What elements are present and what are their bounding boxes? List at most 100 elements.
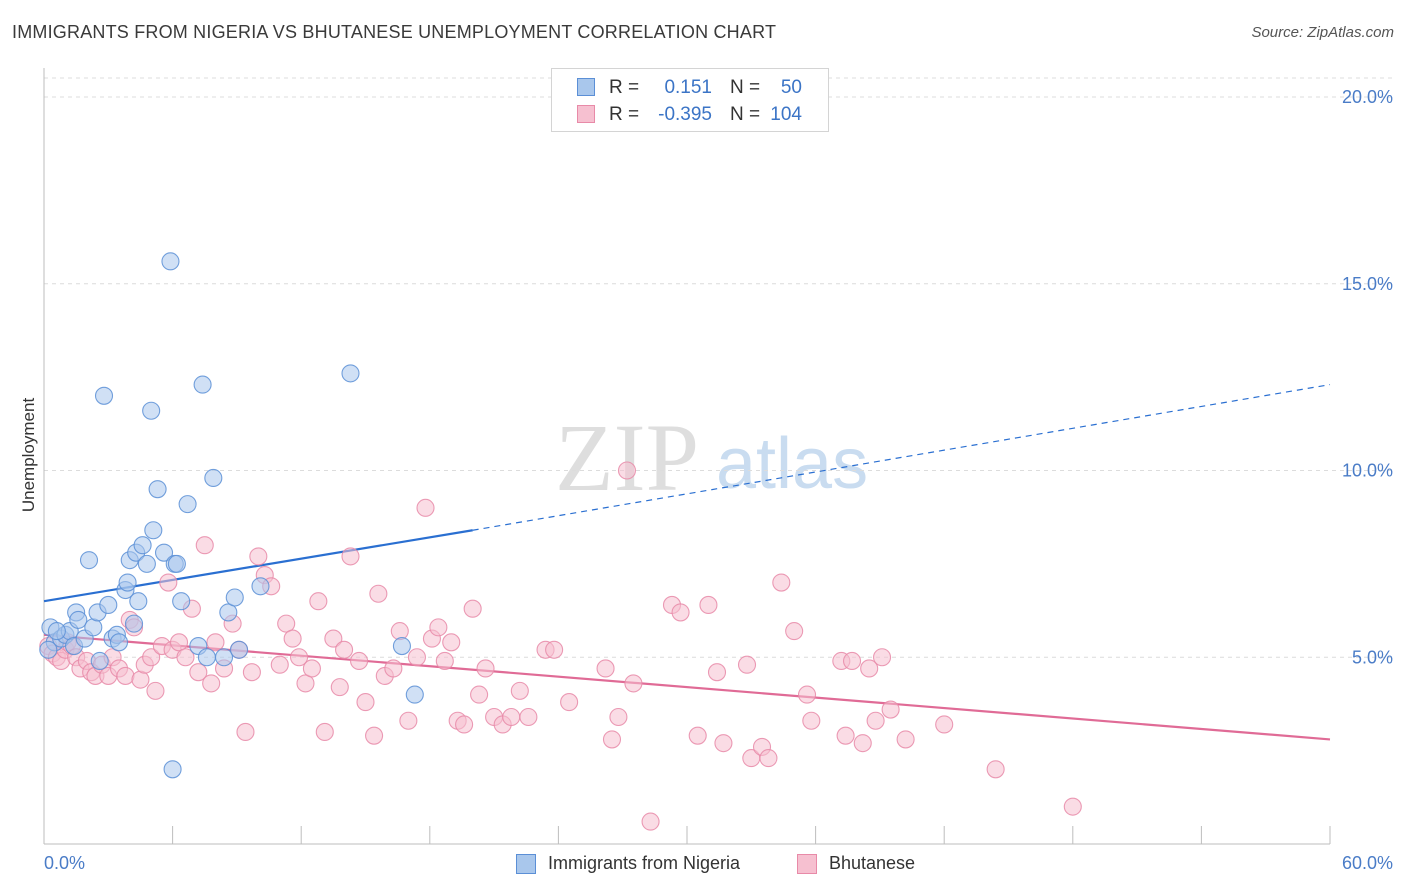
axes: [43, 68, 1331, 845]
stats-row-bhutanese: R = -0.395 N = 104: [552, 101, 828, 127]
stats-r-label: R =: [609, 77, 640, 98]
y-tick-label: 10.0%: [1342, 461, 1393, 481]
data-point: [142, 648, 161, 667]
data-point: [290, 648, 309, 667]
data-point: [986, 760, 1005, 779]
data-point: [341, 547, 360, 566]
data-point: [671, 603, 690, 622]
data-point: [405, 685, 424, 704]
stats-n-label: N =: [730, 77, 761, 98]
data-point: [714, 734, 733, 753]
data-point: [118, 573, 137, 592]
legend-swatch-bhutanese: [797, 854, 817, 874]
data-point: [896, 730, 915, 749]
data-point: [772, 573, 791, 592]
watermark-zip: ZIP: [555, 404, 699, 511]
data-point: [429, 618, 448, 637]
data-point: [142, 401, 161, 420]
data-point: [455, 715, 474, 734]
data-point: [797, 685, 817, 704]
data-point: [860, 659, 879, 678]
data-point: [167, 554, 186, 573]
source-credit[interactable]: Source: ZipAtlas.com: [1251, 24, 1394, 41]
data-points: [39, 252, 1082, 831]
data-point: [202, 674, 221, 693]
data-point: [737, 655, 757, 674]
data-point: [1063, 797, 1082, 816]
legend-swatch-nigeria: [516, 854, 536, 874]
data-point: [193, 375, 212, 394]
data-point: [195, 536, 214, 555]
correlation-stats-box: R = 0.151 N = 50 R = -0.395 N = 104: [551, 68, 829, 132]
data-point: [206, 633, 225, 652]
data-point: [129, 592, 148, 611]
data-point: [176, 648, 195, 667]
data-point: [699, 595, 718, 615]
data-point: [161, 252, 180, 271]
y-axis-label: Unemployment: [19, 398, 38, 513]
data-point: [137, 554, 156, 573]
data-point: [204, 468, 223, 488]
stats-n-label: N =: [730, 104, 761, 125]
data-point: [296, 674, 315, 693]
data-point: [197, 648, 216, 667]
data-point: [853, 734, 872, 753]
data-point: [124, 614, 144, 633]
data-point: [560, 693, 579, 712]
data-point: [390, 622, 409, 641]
data-point: [169, 633, 189, 652]
y-tick-label: 5.0%: [1352, 647, 1393, 667]
data-point: [609, 707, 628, 727]
data-point: [407, 648, 426, 667]
data-point: [369, 584, 388, 603]
data-point: [688, 726, 707, 745]
stats-row-nigeria: R = 0.151 N = 50: [552, 74, 828, 100]
data-point: [330, 678, 349, 697]
data-point: [470, 685, 489, 704]
data-point: [229, 640, 249, 659]
data-point: [545, 640, 564, 659]
data-point: [249, 547, 268, 566]
stats-r-value: -0.395: [658, 104, 712, 125]
x-tick-label: 60.0%: [1342, 853, 1393, 873]
data-point: [283, 629, 302, 648]
data-point: [163, 760, 182, 779]
data-point: [146, 681, 165, 700]
data-point: [802, 711, 821, 730]
x-tick-label: 0.0%: [44, 853, 85, 873]
data-point: [94, 386, 114, 405]
data-point: [178, 495, 197, 514]
data-point: [350, 651, 369, 671]
data-point: [47, 622, 66, 641]
data-point: [148, 480, 167, 499]
legend-label-nigeria: Immigrants from Nigeria: [548, 853, 741, 873]
trend-lines: [43, 384, 1331, 741]
trend-line: [43, 529, 473, 603]
data-point: [79, 551, 99, 570]
data-point: [109, 633, 129, 652]
data-point: [116, 666, 135, 685]
stats-swatch-nigeria: [577, 78, 595, 96]
trend-line: [43, 633, 1331, 741]
data-point: [242, 663, 261, 682]
data-point: [872, 648, 892, 667]
data-point: [225, 588, 244, 607]
data-point: [510, 681, 529, 700]
data-point: [335, 640, 354, 659]
data-point: [309, 592, 328, 611]
data-point: [270, 655, 289, 674]
data-point: [416, 498, 435, 517]
legend: Immigrants from Nigeria Bhutanese: [0, 852, 1406, 878]
data-point: [596, 659, 615, 678]
legend-label-bhutanese: Bhutanese: [829, 853, 916, 873]
y-tick-label: 20.0%: [1342, 87, 1393, 107]
stats-swatch-bhutanese: [577, 105, 595, 123]
data-point: [99, 595, 118, 615]
data-point: [836, 726, 855, 745]
data-point: [392, 636, 411, 656]
data-point: [463, 599, 482, 618]
data-point: [189, 663, 208, 682]
data-point: [785, 622, 804, 641]
data-point: [624, 674, 643, 693]
